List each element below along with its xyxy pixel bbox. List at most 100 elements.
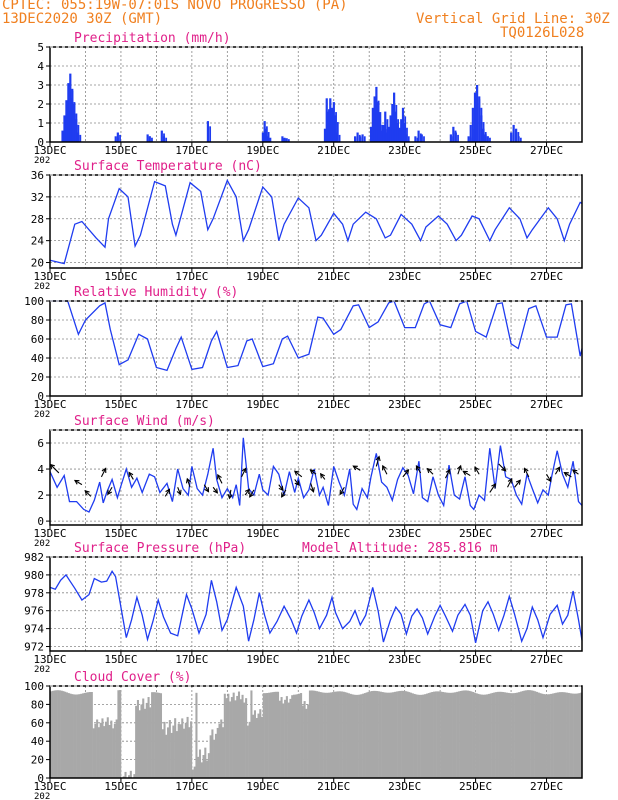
cloud-title: Cloud Cover (%) — [74, 670, 191, 685]
cloud-bar — [154, 692, 157, 778]
precipitation-bar — [391, 104, 394, 142]
precipitation-bar — [407, 136, 410, 142]
precipitation-bar — [467, 136, 470, 142]
cloud-bar — [425, 693, 429, 778]
cloud-bar — [319, 692, 322, 778]
wind-arrow — [278, 484, 284, 492]
precipitation-bar — [358, 136, 362, 142]
precipitation-bar — [338, 134, 341, 142]
precipitation-xtick-label: 27DEC — [530, 144, 563, 157]
cloud-bar — [252, 714, 255, 778]
wind-arrow-head — [491, 483, 497, 489]
cloud-bar — [436, 691, 439, 778]
wind-arrow — [554, 466, 561, 475]
wind-arrow — [415, 464, 422, 474]
precipitation-xtick-label: 23DEC — [388, 144, 421, 157]
cloud-bar — [161, 729, 164, 778]
cloud-bar — [550, 693, 553, 778]
cloud-bar — [282, 703, 285, 778]
humidity-title: Relative Humidity (%) — [74, 285, 238, 300]
cloud-bar — [310, 690, 313, 778]
temperature-panel: 20 24 28 32 36 13DEC 15DEC 17DEC 19DEC 21DEC 23DEC… — [31, 159, 583, 292]
cloud-bar — [511, 693, 514, 778]
wind-arrow-shaft — [320, 473, 326, 480]
cloud-bar — [535, 691, 538, 778]
wind-arrow-shaft — [514, 479, 521, 488]
wind-arrow — [474, 466, 480, 475]
wind-arrow-shaft — [339, 486, 345, 495]
wind-arrow — [339, 486, 345, 496]
humidity-xtick-label: 23DEC — [388, 398, 421, 411]
wind-arrow — [514, 479, 521, 488]
cloud-bar — [69, 693, 72, 778]
cloud-bar — [300, 693, 303, 778]
cloud-bar — [117, 690, 120, 778]
model-altitude-label: Model Altitude: 285.816 m — [302, 541, 498, 556]
wind-arrow — [444, 468, 451, 479]
cloud-bar — [115, 719, 118, 778]
cloud-bar — [202, 755, 205, 778]
wind-arrow-head — [415, 464, 421, 471]
wind-arrow — [402, 468, 410, 478]
cloud-bar — [216, 727, 219, 778]
precipitation-bar — [375, 86, 378, 142]
cloud-xtick-label: 17DEC — [175, 780, 208, 793]
cloud-bar — [271, 692, 274, 778]
cloud-bar — [381, 692, 384, 778]
pressure-ytick-label: 982 — [24, 551, 44, 564]
precipitation-bar — [356, 132, 359, 142]
humidity-xtick-label: 19DEC — [246, 398, 279, 411]
cloud-bar — [80, 693, 83, 778]
cloud-bar — [392, 692, 395, 778]
pressure-xtick-label: 17DEC — [175, 653, 208, 666]
wind-arrow — [456, 464, 463, 475]
precipitation-bar — [285, 138, 288, 142]
wind-arrow-shaft — [572, 469, 579, 475]
pressure-ytick-label: 974 — [24, 623, 44, 636]
cloud-bar — [353, 694, 356, 778]
wind-arrow — [84, 489, 92, 497]
cloud-bar — [484, 694, 487, 778]
temperature-xtick-label: 19DEC — [246, 270, 279, 283]
wind-arrow-head — [309, 469, 315, 475]
cloud-bar — [509, 693, 512, 778]
precipitation-bar — [380, 130, 383, 142]
pressure-year-label: 202 — [34, 665, 50, 675]
precipitation-xtick-label: 13DEC — [33, 144, 66, 157]
cloud-bar — [351, 694, 354, 778]
precipitation-bar — [393, 92, 396, 142]
wind-arrow-head — [73, 479, 80, 485]
cloud-bar — [438, 691, 441, 778]
cloud-bar — [573, 693, 576, 778]
precipitation-bar — [265, 128, 268, 142]
cloud-bar — [560, 692, 563, 778]
wind-arrow-head — [404, 468, 410, 475]
cloud-bar — [358, 694, 361, 778]
precipitation-bar — [403, 123, 406, 142]
precipitation-bar — [283, 138, 286, 142]
cloud-bar — [379, 691, 382, 778]
cloud-bar — [527, 690, 530, 778]
cloud-bar — [404, 691, 407, 778]
cloud-bar — [374, 690, 377, 778]
cloud-bar — [544, 694, 547, 778]
cloud-bar — [516, 692, 519, 778]
wind-arrow — [212, 486, 219, 494]
precipitation-bar — [77, 132, 80, 142]
pressure-ytick-label: 980 — [24, 569, 44, 582]
humidity-ytick-label: 60 — [31, 333, 44, 346]
cloud-bar — [248, 721, 251, 778]
cloud-bar — [298, 693, 301, 778]
wind-arrow-head — [227, 493, 233, 500]
cloud-bar — [136, 699, 139, 778]
precipitation-bar — [336, 122, 339, 142]
wind-arrow-shaft — [212, 486, 218, 494]
cloud-bar — [73, 694, 76, 778]
cloud-bar — [250, 690, 253, 778]
wind-arrow-head — [375, 455, 381, 462]
wind-arrow — [241, 467, 247, 478]
precipitation-bar — [269, 137, 272, 142]
wind-arrow-shaft — [382, 465, 388, 475]
wind-arrow-shaft — [107, 486, 113, 495]
cloud-bar — [525, 690, 528, 778]
